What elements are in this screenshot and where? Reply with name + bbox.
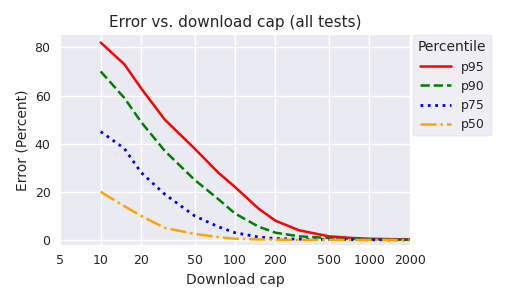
p50 — [138, 214, 144, 218]
p75 — [407, 238, 413, 242]
p95 — [121, 63, 127, 66]
Line: p75: p75 — [101, 132, 410, 240]
p50 — [366, 238, 372, 242]
p50 — [98, 190, 104, 194]
p95 — [138, 86, 144, 90]
p90 — [162, 149, 168, 153]
p90 — [272, 231, 278, 234]
Line: p90: p90 — [101, 72, 410, 240]
p90 — [366, 238, 372, 241]
p95 — [162, 118, 168, 121]
p95 — [296, 229, 302, 232]
p75 — [349, 238, 355, 242]
p90 — [192, 178, 198, 182]
Line: p95: p95 — [101, 43, 410, 239]
p95 — [215, 171, 221, 174]
p90 — [325, 236, 332, 240]
p75 — [192, 214, 198, 218]
p75 — [162, 192, 168, 196]
X-axis label: Download cap: Download cap — [186, 273, 284, 287]
Y-axis label: Error (Percent): Error (Percent) — [15, 89, 29, 191]
p90 — [256, 225, 262, 229]
p75 — [121, 147, 127, 150]
p50 — [349, 238, 355, 242]
p75 — [256, 235, 262, 239]
p90 — [296, 234, 302, 238]
p50 — [232, 237, 238, 240]
p90 — [349, 237, 355, 241]
p90 — [390, 238, 396, 242]
p90 — [98, 70, 104, 73]
p95 — [98, 41, 104, 44]
p95 — [256, 207, 262, 210]
p50 — [296, 238, 302, 242]
p75 — [366, 238, 372, 242]
p50 — [121, 204, 127, 208]
Line: p50: p50 — [101, 192, 410, 240]
p50 — [390, 238, 396, 242]
p75 — [325, 238, 332, 241]
p75 — [98, 130, 104, 133]
p95 — [272, 219, 278, 223]
p90 — [407, 238, 413, 242]
p95 — [407, 238, 413, 241]
p75 — [232, 231, 238, 234]
p90 — [121, 96, 127, 100]
p75 — [390, 238, 396, 242]
p95 — [325, 234, 332, 238]
p90 — [215, 197, 221, 201]
p50 — [192, 232, 198, 236]
p95 — [390, 237, 396, 241]
p50 — [272, 238, 278, 242]
p95 — [232, 185, 238, 189]
p95 — [192, 147, 198, 150]
Title: Error vs. download cap (all tests): Error vs. download cap (all tests) — [108, 15, 361, 30]
p50 — [325, 238, 332, 242]
p90 — [232, 212, 238, 215]
p90 — [138, 120, 144, 124]
p75 — [272, 237, 278, 240]
p95 — [349, 236, 355, 240]
p75 — [215, 225, 221, 229]
p75 — [296, 237, 302, 241]
p50 — [215, 235, 221, 239]
p50 — [162, 226, 168, 230]
p50 — [407, 238, 413, 242]
Legend: p95, p90, p75, p50: p95, p90, p75, p50 — [413, 35, 492, 136]
p95 — [366, 237, 372, 240]
p50 — [256, 238, 262, 241]
p75 — [138, 171, 144, 174]
